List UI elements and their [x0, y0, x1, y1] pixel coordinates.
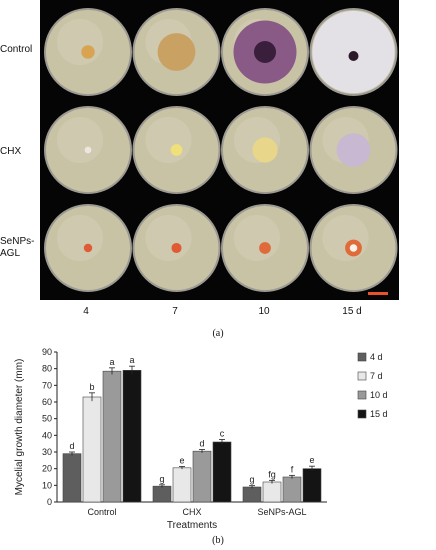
significance-letter: a: [109, 357, 114, 367]
y-tick-label: 80: [42, 364, 52, 374]
petri-dish-grid: [44, 8, 398, 292]
fungal-colony: [259, 242, 271, 254]
fungal-colony: [157, 33, 196, 71]
fungal-colony: [81, 45, 95, 59]
fungal-colony: [171, 242, 182, 254]
bar-chart: 0 10 20 30 40 50 60 70 80 90 Mycelial growth diame…: [14, 347, 388, 530]
col-label-day-10: 10: [258, 306, 270, 317]
x-axis-label: Treatments: [167, 520, 217, 530]
panel-b-caption: (b): [212, 535, 224, 546]
y-tick-label: 20: [42, 464, 52, 474]
petri-dish: [221, 106, 309, 194]
petri-dish: [309, 204, 398, 292]
significance-letter: e: [309, 455, 314, 465]
legend-swatch: [357, 352, 367, 362]
row-label-chx: CHX: [0, 146, 22, 157]
petri-dish: [132, 106, 221, 194]
category-label: Control: [87, 507, 116, 517]
significance-letter: a: [129, 355, 134, 365]
fungal-colony: [170, 144, 183, 156]
y-tick-label: 40: [42, 430, 52, 440]
fungal-colony: [336, 133, 371, 167]
petri-dish: [44, 8, 132, 96]
significance-letter: d: [199, 439, 204, 449]
significance-letter: c: [220, 429, 225, 439]
y-tick-label: 60: [42, 397, 52, 407]
significance-letter: g: [159, 474, 164, 484]
y-tick-label: 10: [42, 480, 52, 490]
y-tick-label: 50: [42, 414, 52, 424]
bar: [282, 476, 302, 503]
petri-dish: [221, 8, 309, 96]
petri-dish: [309, 8, 398, 96]
legend-swatch: [357, 371, 367, 381]
category-label: CHX: [182, 507, 201, 517]
bar: [242, 486, 262, 503]
y-tick-label: 0: [47, 497, 52, 507]
petri-dish: [132, 8, 221, 96]
col-label-day-4: 4: [83, 306, 89, 317]
fungal-colony: [84, 146, 92, 154]
fungal-colony: [252, 137, 278, 163]
bar: [152, 485, 172, 503]
petri-dish: [309, 106, 398, 194]
petri-dish: [44, 204, 132, 292]
legend-label: 10 d: [370, 390, 388, 400]
bar: [302, 468, 322, 503]
bar: [212, 441, 232, 503]
legend-label: 7 d: [370, 371, 383, 381]
bar: [262, 481, 282, 503]
significance-letter: d: [69, 441, 74, 451]
col-label-day-7: 7: [172, 306, 178, 317]
legend-swatch: [357, 409, 367, 419]
petri-dish: [221, 204, 309, 292]
legend-label: 4 d: [370, 352, 383, 362]
significance-letter: e: [179, 456, 184, 466]
petri-dish: [132, 204, 221, 292]
y-tick-label: 90: [42, 347, 52, 357]
bar: [62, 453, 82, 503]
bar: [122, 370, 142, 503]
y-tick-label: 30: [42, 447, 52, 457]
significance-letter: fg: [268, 469, 276, 479]
legend-label: 15 d: [370, 409, 388, 419]
row-label-control: Control: [0, 44, 33, 55]
significance-letter: f: [291, 464, 294, 474]
legend-swatch: [357, 390, 367, 400]
petri-dish: [44, 106, 132, 194]
significance-letter: g: [249, 475, 254, 485]
petri-dish-photo-panel: [40, 0, 399, 300]
bar: [192, 450, 212, 503]
bar: [172, 467, 192, 503]
panel-a-caption: (a): [212, 328, 224, 339]
y-axis-label: Mycelial growth diameter (mm): [14, 359, 25, 496]
bar: [82, 396, 102, 503]
row-label-senps-agl: SeNPs-AGL: [0, 236, 35, 259]
y-tick-label: 70: [42, 380, 52, 390]
scale-bar: [368, 292, 388, 295]
bar: [102, 370, 122, 503]
fungal-colony: [83, 243, 93, 253]
significance-letter: b: [89, 382, 94, 392]
col-label-day-15: 15 d: [342, 306, 362, 317]
category-label: SeNPs-AGL: [257, 507, 306, 517]
